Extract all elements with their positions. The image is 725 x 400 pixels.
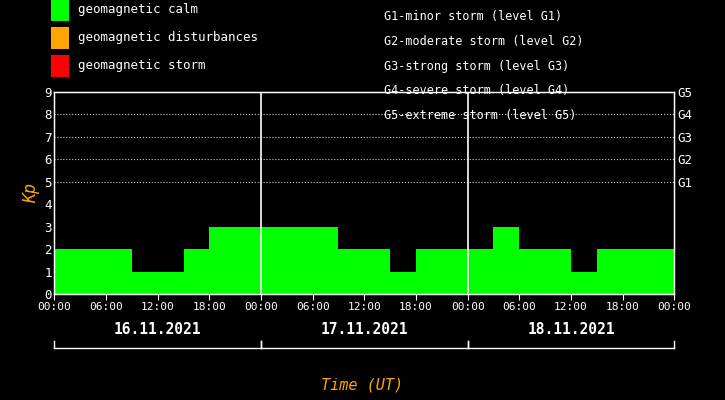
Text: geomagnetic storm: geomagnetic storm (78, 60, 205, 72)
Text: Time (UT): Time (UT) (321, 377, 404, 392)
Bar (339, 249, 364, 294)
Bar (494, 227, 519, 294)
Text: geomagnetic calm: geomagnetic calm (78, 4, 198, 16)
Bar (157, 272, 183, 294)
Bar (261, 227, 287, 294)
Text: G3-strong storm (level G3): G3-strong storm (level G3) (384, 60, 570, 73)
Text: 16.11.2021: 16.11.2021 (114, 322, 202, 338)
Bar (364, 249, 390, 294)
Bar (287, 227, 312, 294)
Bar (519, 249, 545, 294)
Text: G4-severe storm (level G4): G4-severe storm (level G4) (384, 84, 570, 98)
Bar (183, 249, 210, 294)
Bar (132, 272, 157, 294)
Bar (390, 272, 416, 294)
Bar (106, 249, 132, 294)
Bar (623, 249, 648, 294)
Bar (648, 249, 674, 294)
Bar (80, 249, 106, 294)
Text: geomagnetic disturbances: geomagnetic disturbances (78, 32, 257, 44)
Bar (312, 227, 339, 294)
Text: G2-moderate storm (level G2): G2-moderate storm (level G2) (384, 35, 584, 48)
Y-axis label: Kp: Kp (22, 183, 40, 203)
Bar (54, 249, 80, 294)
Bar (571, 272, 597, 294)
Text: G1-minor storm (level G1): G1-minor storm (level G1) (384, 10, 563, 23)
Bar (545, 249, 571, 294)
Bar (235, 227, 261, 294)
Text: 17.11.2021: 17.11.2021 (320, 322, 408, 338)
Bar (468, 249, 494, 294)
Text: 18.11.2021: 18.11.2021 (527, 322, 615, 338)
Bar (442, 249, 468, 294)
Bar (416, 249, 442, 294)
Bar (597, 249, 623, 294)
Text: G5-extreme storm (level G5): G5-extreme storm (level G5) (384, 109, 576, 122)
Bar (210, 227, 235, 294)
